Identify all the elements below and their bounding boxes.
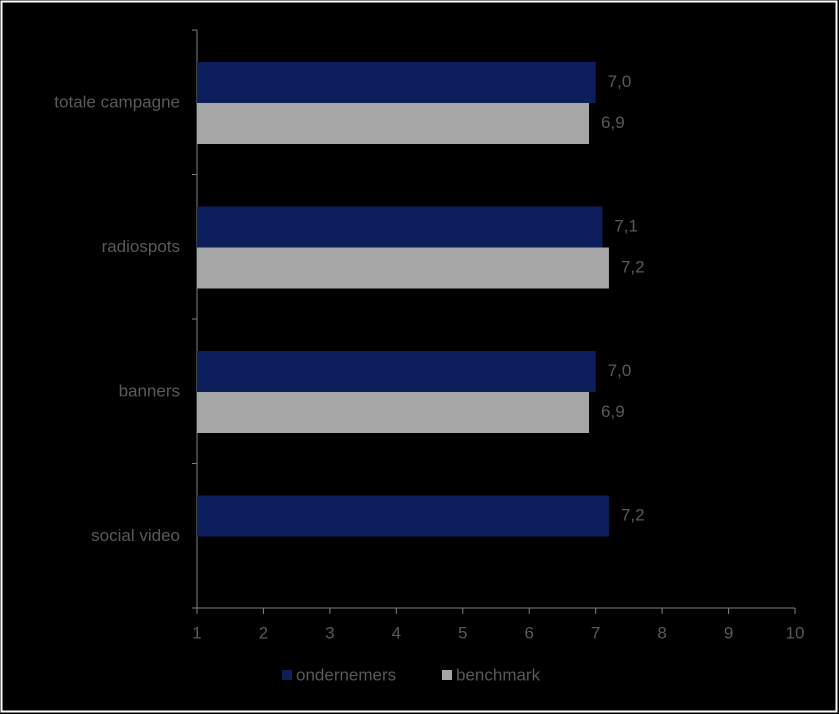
value-label: 7,1 xyxy=(614,216,638,235)
value-label: 6,9 xyxy=(601,113,625,132)
value-label: 7,2 xyxy=(621,257,645,276)
bar xyxy=(197,495,609,537)
x-tick-label: 2 xyxy=(259,623,268,642)
y-tick-label: banners xyxy=(119,381,180,400)
x-tick-label: 4 xyxy=(392,623,401,642)
value-label: 7,2 xyxy=(621,505,645,524)
x-tick-label: 1 xyxy=(192,623,201,642)
x-tick-label: 3 xyxy=(325,623,334,642)
legend-label: benchmark xyxy=(456,665,541,684)
bar xyxy=(197,103,590,144)
x-tick-label: 9 xyxy=(724,623,733,642)
bar xyxy=(197,62,596,103)
x-tick-label: 10 xyxy=(786,623,805,642)
x-tick-label: 5 xyxy=(458,623,467,642)
y-tick-label: totale campagne xyxy=(54,92,180,111)
legend-swatch xyxy=(282,670,292,680)
y-tick-label: radiospots xyxy=(102,237,180,256)
y-tick-label: social video xyxy=(91,526,180,545)
x-tick-label: 7 xyxy=(591,623,600,642)
legend-label: ondernemers xyxy=(296,665,396,684)
bar xyxy=(197,247,609,289)
bar xyxy=(197,206,603,248)
value-label: 7,0 xyxy=(608,361,632,380)
bar xyxy=(197,392,590,433)
value-label: 6,9 xyxy=(601,402,625,421)
x-tick-label: 8 xyxy=(657,623,666,642)
value-label: 7,0 xyxy=(608,72,632,91)
bar xyxy=(197,351,596,392)
legend-swatch xyxy=(442,670,452,680)
x-tick-label: 6 xyxy=(524,623,533,642)
